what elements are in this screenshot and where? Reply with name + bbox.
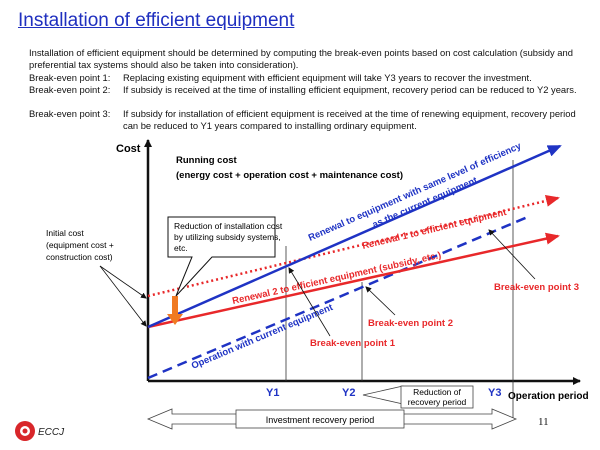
operation-current-line bbox=[147, 214, 531, 380]
initial-cost-arrow-lower bbox=[99, 265, 147, 327]
renewal-same-line bbox=[147, 144, 562, 329]
subsidy-callout bbox=[167, 216, 276, 297]
intro-text: Installation of efficient equipment shou… bbox=[29, 47, 573, 70]
initial-cost-line-1: Initial cost bbox=[46, 228, 84, 238]
y3-label: Y3 bbox=[488, 387, 501, 399]
investment-period-label: Investment recovery period bbox=[266, 415, 375, 425]
callout-line-3: etc. bbox=[174, 243, 188, 253]
breakeven-point-1-desc: Break-even point 1: Replacing existing e… bbox=[29, 72, 589, 84]
eccj-logo-icon bbox=[15, 421, 35, 441]
renewal-1-label: Renewal 1 to efficient equipment bbox=[361, 207, 508, 252]
investment-period-box bbox=[235, 409, 405, 429]
breakeven-point-2-label: Break-even point 2: bbox=[29, 84, 111, 95]
breakeven-point-2-desc: Break-even point 2: If subsidy is receiv… bbox=[29, 84, 589, 96]
renewal-2-label: Renewal 2 to efficient equipment (subsid… bbox=[231, 250, 442, 307]
initial-cost-line-2: (equipment cost + bbox=[46, 240, 114, 250]
bp2-label: Break-even point 2 bbox=[368, 318, 453, 329]
renewal-2-line bbox=[147, 232, 560, 329]
bp1-label: Break-even point 1 bbox=[310, 338, 396, 349]
bp1-pointer bbox=[288, 267, 331, 337]
initial-cost-arrow-upper bbox=[99, 265, 147, 299]
breakeven-point-3-desc: Break-even point 3: If subsidy for insta… bbox=[29, 108, 589, 131]
cost-axis-label: Cost bbox=[116, 143, 141, 155]
subsidy-arrow-shaft bbox=[172, 296, 178, 314]
y1-label: Y1 bbox=[266, 387, 279, 399]
callout-line-2: by utilizing subsidy systems, bbox=[174, 232, 281, 242]
bp2-pointer bbox=[365, 286, 396, 316]
subsidy-arrow-head bbox=[167, 314, 183, 325]
breakeven-point-2-text: If subsidy is received at the time of in… bbox=[123, 84, 577, 95]
page-number: 11 bbox=[538, 416, 549, 428]
callout-line-1: Reduction of installation cost bbox=[174, 221, 283, 231]
page-title: Installation of efficient equipment bbox=[18, 10, 295, 31]
reduction-line-1: Reduction of bbox=[413, 387, 461, 397]
breakeven-point-1-text: Replacing existing equipment with effici… bbox=[123, 72, 532, 83]
breakeven-point-3-text: If subsidy for installation of efficient… bbox=[123, 108, 576, 131]
running-cost-title: Running cost bbox=[176, 155, 238, 166]
bp3-label: Break-even point 3 bbox=[494, 282, 579, 293]
eccj-logo-text: ECCJ bbox=[38, 427, 65, 438]
reduction-line-2: recovery period bbox=[408, 397, 467, 407]
renewal-1-line bbox=[147, 194, 560, 298]
y2-label: Y2 bbox=[342, 387, 355, 399]
breakeven-point-1-label: Break-even point 1: bbox=[29, 72, 111, 83]
operation-axis-label: Operation period bbox=[508, 391, 589, 402]
reduction-box bbox=[400, 385, 474, 409]
initial-cost-line-3: construction cost) bbox=[46, 252, 113, 262]
bp3-pointer bbox=[488, 229, 536, 280]
breakeven-point-3-label: Break-even point 3: bbox=[29, 108, 111, 119]
running-cost-detail: (energy cost + operation cost + maintena… bbox=[176, 170, 403, 181]
